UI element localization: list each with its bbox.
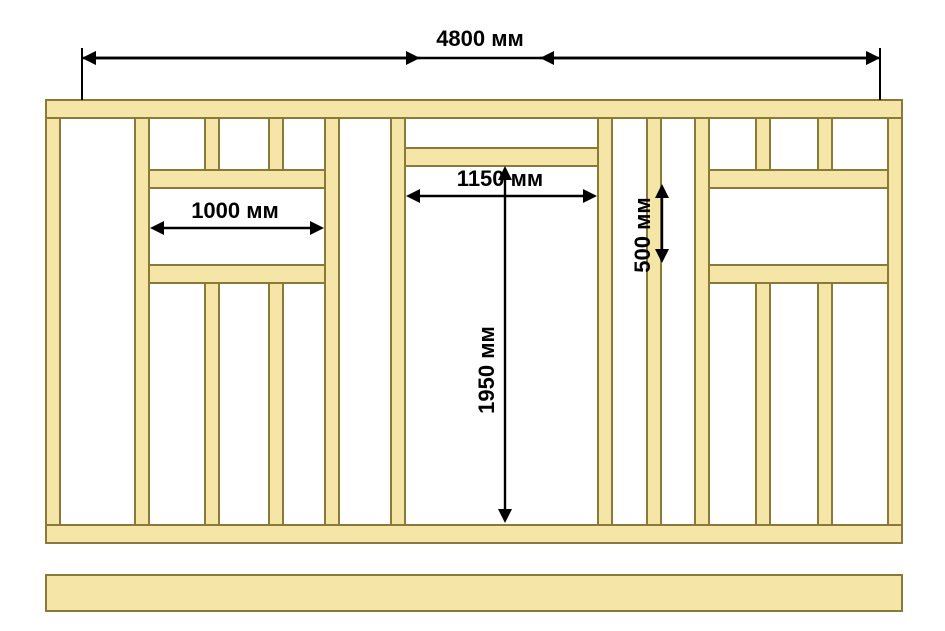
stud-end-right (888, 118, 902, 525)
window1-cripple-bottom (269, 283, 283, 525)
dim-door-height: 1950 мм (474, 326, 499, 414)
wall-frame-diagram: 4800 мм1000 мм1150 мм1950 мм500 мм (0, 0, 945, 631)
window2-cripple-bottom (818, 283, 832, 525)
window2-cripple-bottom (756, 283, 770, 525)
dim-window1-width: 1000 мм (191, 198, 279, 223)
stud-king-w2-left (695, 118, 709, 525)
stud (647, 118, 661, 525)
bottom-plate (46, 525, 902, 543)
stud-king-door-left (391, 118, 405, 525)
window2-sill (709, 265, 888, 283)
window2-cripple-top (818, 118, 832, 170)
top-plate (46, 100, 902, 118)
stud-king-w1-right (325, 118, 339, 525)
dim-window2-height: 500 мм (630, 197, 655, 272)
window2-cripple-top (756, 118, 770, 170)
stud-end-left (46, 118, 60, 525)
stud-king-door-right (598, 118, 612, 525)
window1-cripple-bottom (205, 283, 219, 525)
door-header (405, 148, 598, 166)
stud-king-w1-left (135, 118, 149, 525)
window1-cripple-top (205, 118, 219, 170)
window1-header (149, 170, 325, 188)
window2-header (709, 170, 888, 188)
floor-plate (46, 575, 902, 611)
window1-sill (149, 265, 325, 283)
dim-total-width: 4800 мм (436, 26, 524, 51)
window1-cripple-top (269, 118, 283, 170)
